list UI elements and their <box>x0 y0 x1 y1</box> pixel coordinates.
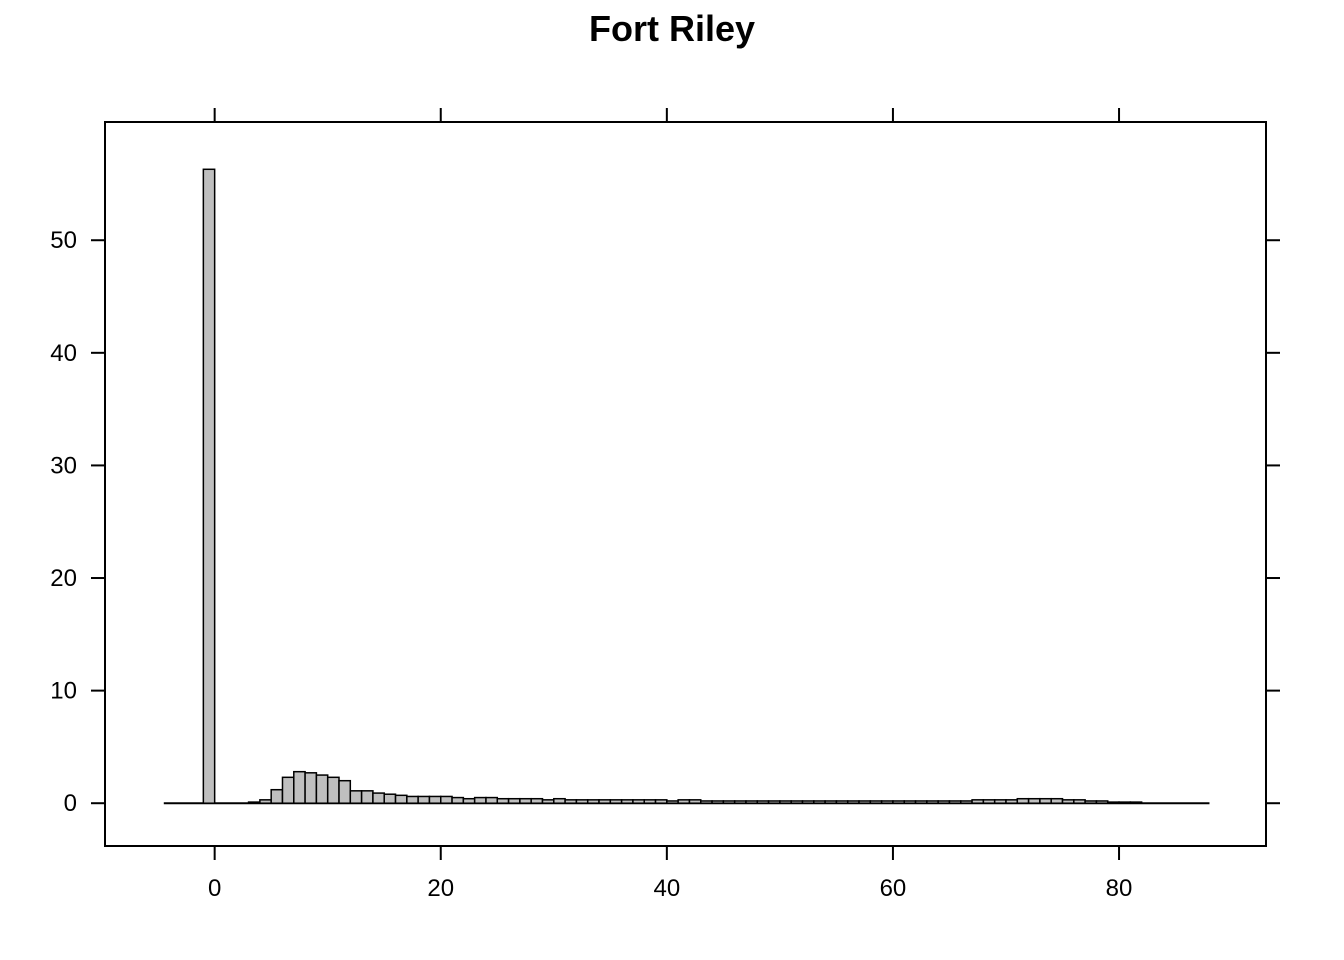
histogram-bar <box>835 800 849 804</box>
histogram-bar <box>722 800 736 804</box>
histogram-bar <box>869 800 883 804</box>
histogram-bar <box>813 800 826 804</box>
histogram-bar <box>473 796 487 804</box>
histogram-bar <box>711 800 725 804</box>
histogram-bar <box>575 799 589 804</box>
histogram-bar <box>1095 800 1109 804</box>
x-tick-label: 0 <box>208 875 221 902</box>
histogram-bar <box>1016 797 1030 804</box>
histogram-bar <box>247 801 261 804</box>
histogram-bar <box>428 795 442 804</box>
histogram-bar <box>281 776 295 804</box>
histogram-bar <box>779 800 792 804</box>
histogram-bar <box>960 800 973 804</box>
histogram-bar <box>1027 797 1041 804</box>
histogram-bar <box>937 800 951 804</box>
histogram-bar <box>801 800 815 804</box>
histogram-bar <box>1073 799 1086 804</box>
histogram-bar <box>360 790 374 804</box>
histogram-bar <box>1005 799 1019 804</box>
y-tick-label: 20 <box>50 565 77 592</box>
histogram-bar <box>767 800 781 804</box>
histogram-bar <box>507 797 521 804</box>
histogram-bar <box>338 779 352 804</box>
histogram-bar <box>270 788 284 804</box>
x-tick-label: 80 <box>1106 875 1133 902</box>
histogram-bar <box>598 799 612 804</box>
histogram-bar <box>1084 800 1098 804</box>
histogram-bar <box>993 799 1007 804</box>
x-tick-label: 60 <box>880 875 907 902</box>
histogram-bar <box>654 799 668 804</box>
histogram-bar <box>1118 801 1132 804</box>
histogram-bar <box>914 800 928 804</box>
y-tick-label: 30 <box>50 452 77 479</box>
histogram-bar <box>880 800 894 804</box>
histogram-bar <box>971 799 985 804</box>
histogram-bar <box>315 774 329 804</box>
histogram-bar <box>1106 801 1120 804</box>
histogram-bar <box>926 800 939 804</box>
histogram-bar <box>440 795 453 804</box>
histogram-bar <box>496 797 510 804</box>
histogram-bar <box>202 168 216 804</box>
histogram-bar <box>1039 797 1052 804</box>
histogram-bar <box>564 799 578 804</box>
histogram-bar <box>372 792 385 804</box>
histogram-bar <box>349 790 363 804</box>
histogram-bar <box>394 794 408 804</box>
histogram-bar <box>677 799 691 804</box>
histogram-bar <box>846 800 860 804</box>
histogram-bar <box>406 795 419 804</box>
histogram-bar <box>326 776 340 804</box>
histogram-bar <box>1050 797 1064 804</box>
histogram-bar <box>609 799 623 804</box>
histogram-bar <box>903 800 917 804</box>
x-tick-label: 40 <box>653 875 680 902</box>
histogram-bar <box>383 793 397 804</box>
histogram-bar <box>688 799 702 804</box>
histogram-bar <box>293 770 306 804</box>
histogram-bar <box>586 799 600 804</box>
histogram-bar <box>304 772 318 804</box>
y-tick-label: 40 <box>50 340 77 367</box>
histogram-bar <box>745 800 759 804</box>
y-tick-label: 0 <box>64 790 77 817</box>
histogram-bar <box>733 800 747 804</box>
histogram-bar <box>632 799 645 804</box>
histogram-bar <box>462 797 476 804</box>
histogram-bar <box>643 799 657 804</box>
histogram-bar <box>948 800 962 804</box>
histogram-bar <box>982 799 996 804</box>
chart-title: Fort Riley <box>588 8 756 49</box>
histogram-bar <box>259 799 272 804</box>
histogram-bar <box>756 800 770 804</box>
histogram-bar <box>530 797 544 804</box>
histogram-bar <box>858 800 872 804</box>
histogram-bar <box>1061 799 1075 804</box>
histogram-bar <box>666 800 679 804</box>
histogram-bar <box>519 797 532 804</box>
histogram-bar <box>541 799 555 804</box>
plot-frame <box>104 121 1267 847</box>
histogram-bar <box>451 796 465 804</box>
histogram-bar <box>824 800 838 804</box>
histogram-bar <box>553 797 566 804</box>
histogram-bar <box>1129 801 1143 804</box>
histogram-bar <box>417 795 431 804</box>
y-tick-label: 50 <box>50 227 77 254</box>
histogram-bar <box>892 800 905 804</box>
histogram-bar <box>485 796 499 804</box>
x-tick-label: 20 <box>427 875 454 902</box>
histogram-bar <box>790 800 804 804</box>
histogram-bar <box>620 799 634 804</box>
y-tick-label: 10 <box>50 678 77 705</box>
histogram-bar <box>700 800 713 804</box>
